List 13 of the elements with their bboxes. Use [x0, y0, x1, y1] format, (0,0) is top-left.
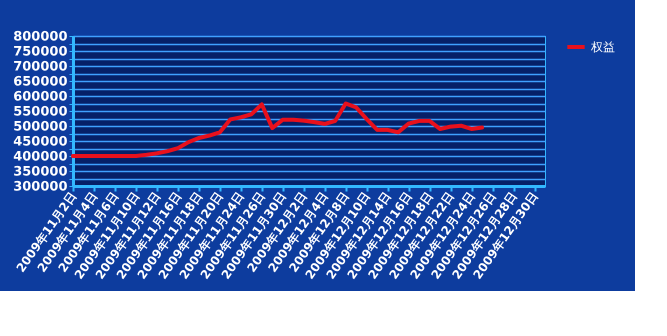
y-tick-label: 300000 [13, 180, 68, 194]
line-series [71, 102, 484, 158]
y-tick-label: 600000 [13, 90, 68, 104]
y-tick-label: 800000 [13, 30, 68, 44]
y-tick-label: 350000 [13, 164, 68, 180]
y-tick-label: 550000 [13, 104, 68, 120]
legend-label: 权益 [590, 40, 615, 54]
y-tick-label: 750000 [13, 44, 68, 60]
y-tick-label: 500000 [13, 120, 68, 134]
y-tick-label: 400000 [13, 150, 68, 164]
y-tick-label: 700000 [13, 60, 68, 74]
y-tick-label: 650000 [13, 74, 68, 90]
y-tick-label: 450000 [13, 134, 68, 150]
